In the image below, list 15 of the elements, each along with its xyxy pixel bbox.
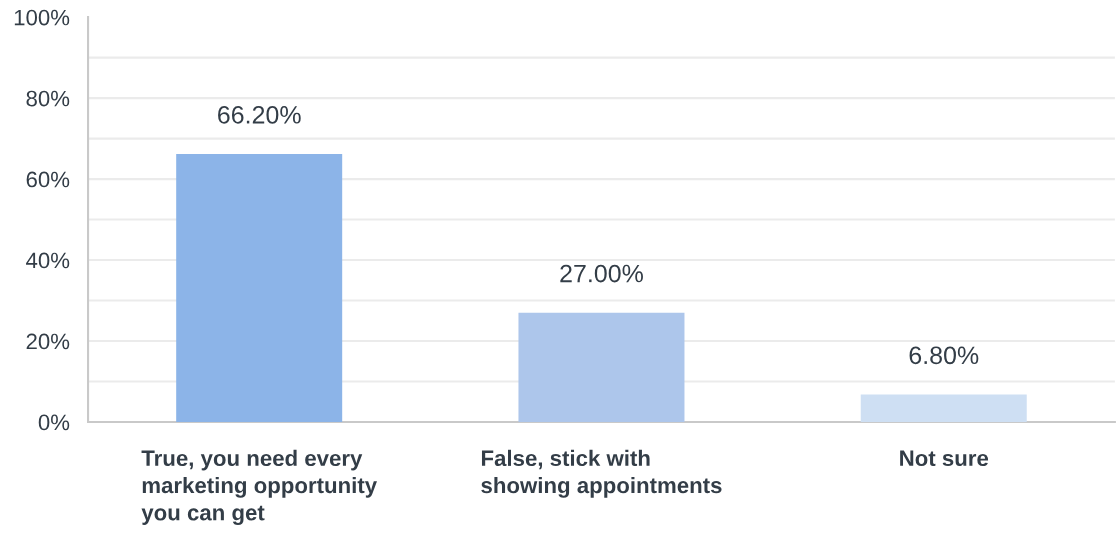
x-tick-label: Not sure xyxy=(900,450,989,467)
data-label: 66.20% xyxy=(218,105,301,124)
y-tick-label: 60% xyxy=(26,171,70,188)
y-tick-label: 40% xyxy=(26,252,70,269)
bar xyxy=(176,153,343,422)
y-tick-label: 80% xyxy=(26,90,70,107)
x-tick-label: False, stick with showing appointments xyxy=(481,449,722,498)
y-tick-label: 20% xyxy=(26,333,70,350)
x-tick-label: True, you need every marketing opportunity you can get xyxy=(141,449,377,525)
y-tick-label: 0% xyxy=(38,414,70,431)
bar xyxy=(518,312,685,422)
data-label: 6.80% xyxy=(909,346,979,365)
y-tick-label: 100% xyxy=(14,9,70,26)
bar xyxy=(860,394,1027,422)
data-label: 27.00% xyxy=(560,264,643,283)
